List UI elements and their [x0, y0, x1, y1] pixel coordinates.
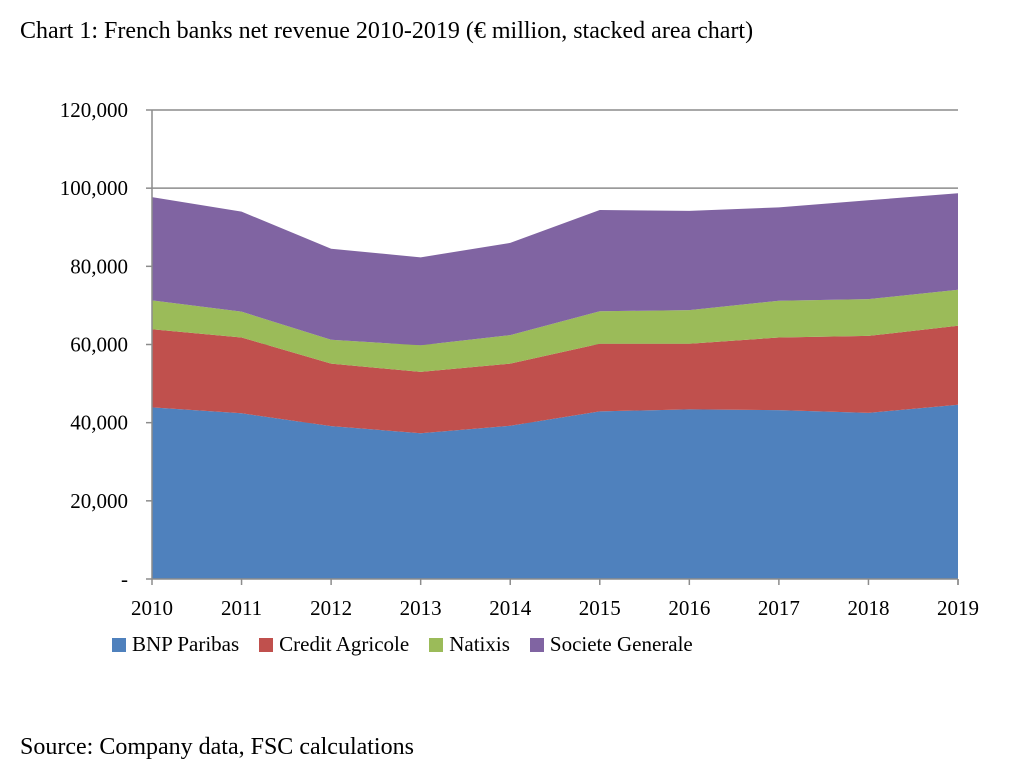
chart-title: Chart 1: French banks net revenue 2010-2…: [20, 18, 754, 44]
legend-item: BNP Paribas: [112, 632, 239, 657]
area-societe-generale: [152, 193, 958, 346]
x-tick-label: 2013: [400, 596, 442, 620]
legend-label: BNP Paribas: [132, 632, 240, 656]
y-tick-label: 80,000: [70, 254, 128, 278]
x-tick-label: 2017: [758, 596, 800, 620]
area-natixis: [152, 289, 958, 372]
y-tick-label: 120,000: [60, 98, 128, 122]
legend-swatch: [259, 637, 274, 652]
legend-item: Credit Agricole: [259, 632, 409, 657]
legend: BNP Paribas Credit Agricole Natixis Societe…: [112, 632, 713, 657]
x-tick-label: 2015: [579, 596, 621, 620]
x-tick-label: 2018: [847, 596, 889, 620]
axes: [146, 109, 959, 585]
legend-swatch: [429, 637, 444, 652]
x-tick-labels: 2010 2011 2012 2013 2014 2015 2016 2017 2018 2019: [131, 596, 979, 620]
area-bnp-paribas: [152, 404, 958, 579]
y-tick-label: 20,000: [70, 489, 128, 513]
areas: [152, 193, 958, 579]
legend-swatch: [112, 637, 126, 652]
y-tick-labels: - 20,000 40,000 60,000 80,000 100,000 120,000: [60, 98, 128, 591]
legend-item: Societe Generale: [529, 632, 693, 657]
y-tick-label: 40,000: [70, 411, 128, 435]
y-tick-label: -: [121, 567, 128, 591]
x-tick-label: 2012: [310, 596, 352, 620]
x-tick-label: 2019: [937, 596, 979, 620]
legend-label: Natixis: [449, 632, 510, 656]
x-tick-label: 2016: [668, 596, 710, 620]
legend-label: Societe Generale: [549, 632, 693, 656]
legend-item: Natixis: [429, 632, 510, 657]
legend-swatch: [529, 637, 544, 652]
y-tick-label: 100,000: [60, 176, 128, 200]
x-tick-label: 2011: [221, 596, 262, 620]
source-note: Source: Company data, FSC calculations: [20, 734, 414, 760]
x-tick-label: 2010: [131, 596, 173, 620]
x-tick-label: 2014: [489, 596, 532, 620]
legend-label: Credit Agricole: [279, 632, 410, 656]
area-credit-agricole: [152, 325, 958, 434]
y-tick-label: 60,000: [70, 333, 128, 357]
